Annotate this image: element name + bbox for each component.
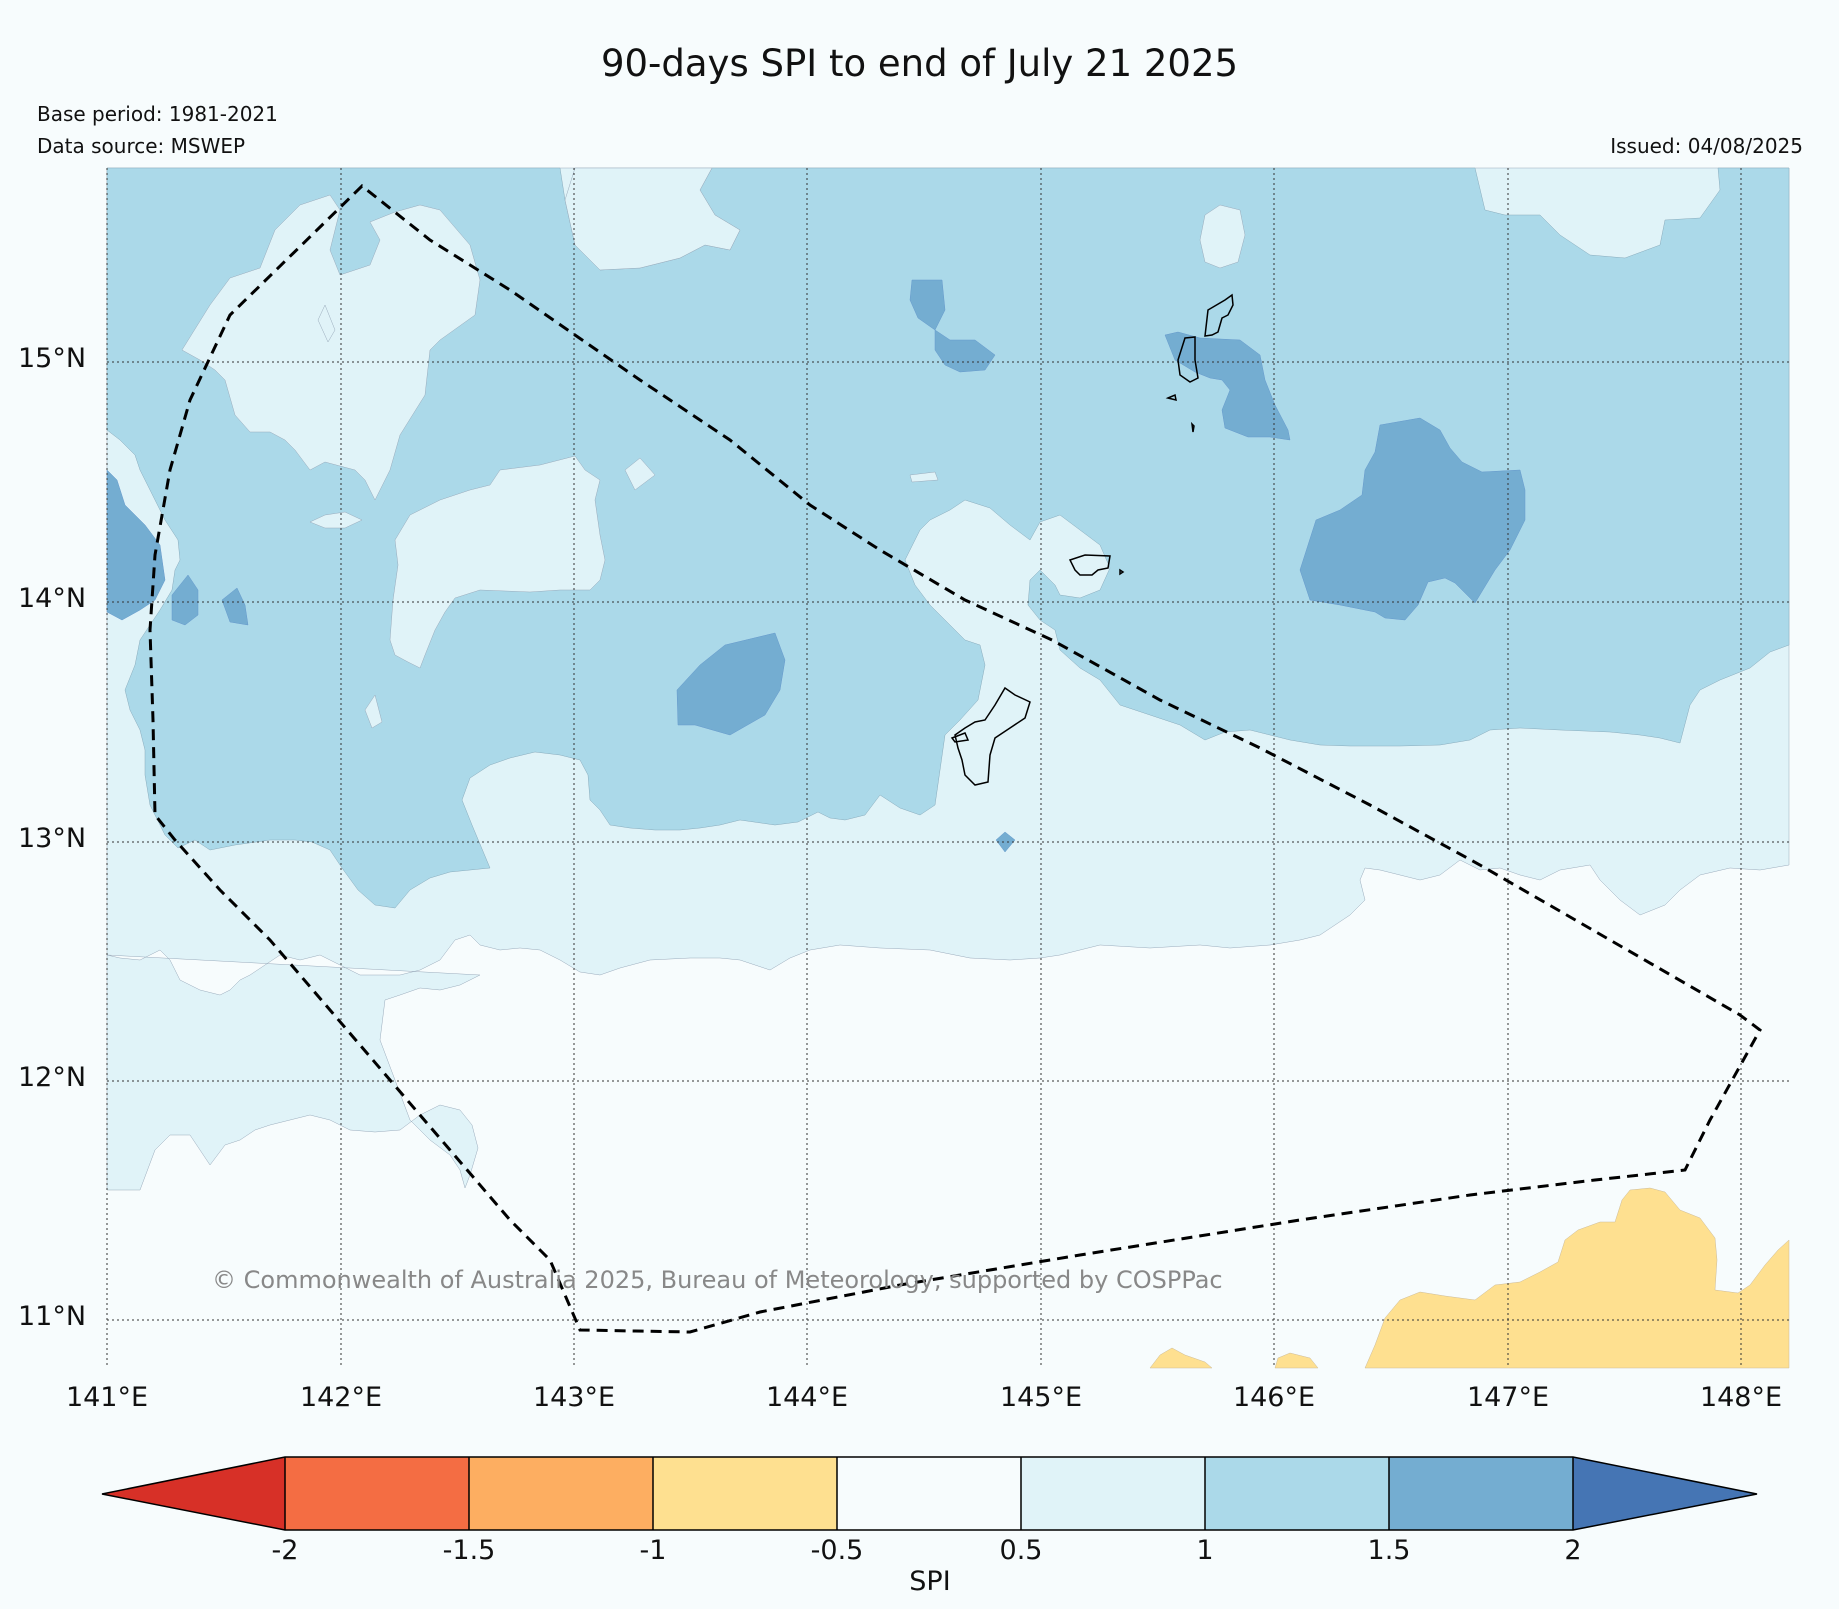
spi-region-0.5-1-patch-small2 [624,457,656,491]
lon-label-142: 142°E [299,1382,383,1413]
coastlines [950,293,1234,786]
colorbar-tick: 0.5 [999,1535,1043,1566]
spi-region-1.5-2-islands [1164,331,1291,441]
colorbar-label: SPI [909,1566,951,1597]
lat-label-11: 11°N [18,1301,87,1332]
lat-label-13: 13°N [18,823,87,854]
colorbar-tick: -1 [639,1535,667,1566]
spi-region-0.5-1-patch-island [1199,204,1246,269]
issued-date: Issued: 04/08/2025 [1610,134,1803,158]
base-period-note: Base period: 1981-2021 [37,102,278,126]
lon-label-144: 144°E [765,1382,849,1413]
colorbar-tick: -0.5 [810,1535,864,1566]
lon-label-145: 145°E [999,1382,1083,1413]
lat-label-14: 14°N [18,583,87,614]
colorbar-tick: 1.5 [1367,1535,1411,1566]
island-small2 [1190,421,1195,433]
lon-label-143: 143°E [532,1382,616,1413]
island-north [1204,293,1234,337]
spi-region-1.5-2-center [676,632,786,736]
chart-title: 90-days SPI to end of July 21 2025 [600,42,1239,85]
lat-label-15: 15°N [18,343,87,374]
eez-boundary [148,184,1762,1334]
copyright-notice: © Commonwealth of Australia 2025, Bureau… [212,1266,1223,1294]
spi-region-1.5-2-west [106,469,166,621]
island-saipan [1177,336,1199,383]
island-guam [954,686,1031,786]
spi-region-1.5-2-w2 [171,574,199,626]
island-rota [950,732,970,743]
spi-region-0.5-1-patch-small4 [909,471,939,483]
spi-region-0.5-1-patch-small5 [364,694,383,729]
colorbar-tick: -2 [271,1535,299,1566]
spi-region-0.5-1-patch-nw [181,194,481,501]
data-source-note: Data source: MSWEP [37,134,246,158]
spi-region-neg1-neg0.5-s1 [1149,1347,1213,1369]
colorbar-tick: 2 [1564,1535,1582,1566]
spi-region-1.5-2-north [909,279,996,373]
spi-region-1.5-2-small [995,831,1016,853]
lon-label-147: 147°E [1466,1382,1550,1413]
colorbar-tick: -1.5 [442,1535,496,1566]
lon-label-148: 148°E [1699,1382,1783,1413]
spi-region-0.5-1-patch-c [389,455,606,669]
spi-region-0.5-1-patch-small1 [309,511,363,529]
island-tinian [1068,554,1111,576]
spi-region-1.5-2-w3 [221,587,249,626]
lon-label-141: 141°E [65,1382,149,1413]
map-gridlines [106,168,1789,1368]
spi-region-neg1-neg0.5-se [1364,1187,1790,1369]
lon-label-146: 146°E [1232,1382,1316,1413]
island-small [1165,393,1177,402]
spi-region-0.5-1-patch-small3 [317,304,336,343]
island-small3 [1119,568,1125,576]
spi-region-0.5-1-patch-n [564,167,741,271]
spi-region-neg1-neg0.5-s2 [1274,1352,1319,1369]
colorbar-tick: 1 [1196,1535,1214,1566]
spi-region-1.5-2-east [1299,417,1526,621]
lat-label-12: 12°N [18,1062,87,1093]
